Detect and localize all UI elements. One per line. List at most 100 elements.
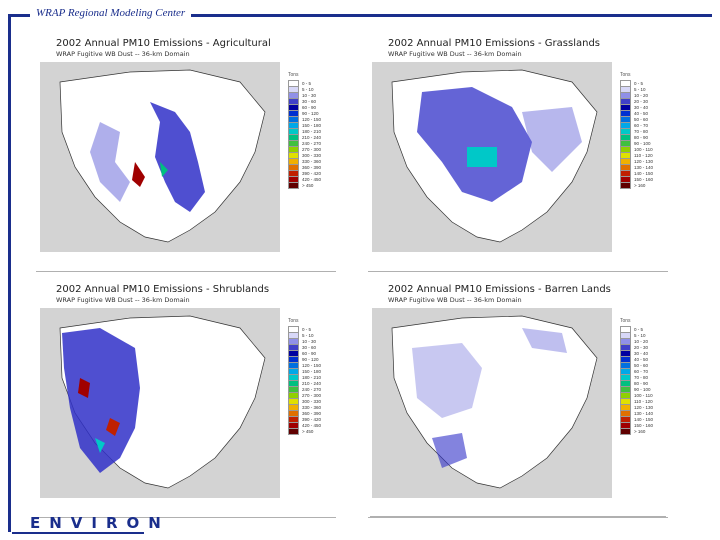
legend-label: 90 - 100 (634, 140, 651, 146)
legend-label: 180 - 210 (302, 374, 322, 380)
panel-title: 2002 Annual PM10 Emissions - Shrublands (56, 284, 270, 295)
bottom-divider (370, 516, 666, 517)
map-svg (59, 69, 266, 243)
legend-label: 40 - 50 (634, 110, 649, 116)
legend-label: 150 - 180 (302, 122, 322, 128)
legend-label: > 160 (634, 428, 646, 434)
legend-label: 150 - 160 (634, 176, 654, 182)
legend-label: 30 - 40 (634, 104, 649, 110)
legend-label: 120 - 130 (634, 404, 654, 410)
emission-region-south (432, 433, 467, 468)
legend-label: 20 - 30 (634, 344, 649, 350)
legend-label: 30 - 60 (302, 98, 317, 104)
legend-label: 80 - 90 (634, 134, 649, 140)
legend-label: 60 - 90 (302, 104, 317, 110)
legend-label: 70 - 80 (634, 374, 649, 380)
map-svg (391, 69, 598, 243)
legend-label: 390 - 420 (302, 170, 322, 176)
legend-label: 10 - 20 (634, 92, 649, 98)
legend-label: 270 - 300 (302, 146, 322, 152)
legend-label: 30 - 40 (634, 350, 649, 356)
logo-text: ENVIRON (30, 514, 170, 532)
legend-label: 390 - 420 (302, 416, 322, 422)
emission-hotspot (78, 378, 90, 398)
legend-row: > 450 (288, 427, 332, 435)
legend-label: 360 - 390 (302, 164, 322, 170)
legend-label: 60 - 90 (302, 350, 317, 356)
legend-label: > 450 (302, 182, 314, 188)
panel-title: 2002 Annual PM10 Emissions - Barren Land… (388, 284, 611, 295)
panel-subtitle: WRAP Fugitive WB Dust -- 36-km Domain (56, 50, 190, 58)
emission-hotspot-2 (106, 418, 120, 436)
legend-label: 210 - 240 (302, 380, 322, 386)
legend-label: 90 - 120 (302, 356, 319, 362)
legend-label: 270 - 300 (302, 392, 322, 398)
legend-label: 360 - 390 (302, 410, 322, 416)
legend-label: 90 - 100 (634, 386, 651, 392)
legend-label: 60 - 70 (634, 368, 649, 374)
legend-swatch (288, 181, 299, 189)
legend-label: 110 - 120 (634, 152, 653, 158)
emission-region-main (150, 102, 205, 212)
emission-hotspot (132, 162, 145, 187)
emission-map (372, 62, 612, 252)
legend-label: 420 - 450 (302, 422, 322, 428)
legend-label: 100 - 110 (634, 392, 653, 398)
legend-unit: Tons (288, 72, 299, 78)
legend-label: > 160 (634, 182, 646, 188)
emission-region-main (62, 328, 140, 473)
legend-label: 240 - 270 (302, 140, 322, 146)
legend-label: 120 - 150 (302, 362, 322, 368)
legend-label: 140 - 150 (634, 170, 654, 176)
legend-label: 140 - 150 (634, 416, 654, 422)
legend-label: 150 - 180 (302, 368, 322, 374)
legend-label: 60 - 70 (634, 122, 649, 128)
panel-title: 2002 Annual PM10 Emissions - Agricultura… (56, 38, 271, 49)
legend-swatch (288, 427, 299, 435)
legend-label: 240 - 270 (302, 386, 322, 392)
map-svg (391, 315, 598, 489)
legend-label: 330 - 360 (302, 404, 322, 410)
legend-swatch (620, 427, 631, 435)
legend-label: 130 - 140 (634, 410, 654, 416)
panel-shrublands: 2002 Annual PM10 Emissions - Shrublands … (36, 282, 336, 518)
legend-label: 210 - 240 (302, 134, 322, 140)
legend-label: 110 - 120 (634, 398, 653, 404)
legend-label: 30 - 60 (302, 344, 317, 350)
panel-grasslands: 2002 Annual PM10 Emissions - Grasslands … (368, 36, 668, 272)
legend-unit: Tons (620, 72, 631, 78)
frame-left-bar (8, 14, 11, 532)
emission-map (372, 308, 612, 498)
panel-subtitle: WRAP Fugitive WB Dust -- 36-km Domain (388, 50, 522, 58)
legend-label: 300 - 330 (302, 398, 322, 404)
legend-label: 330 - 360 (302, 158, 322, 164)
panel-subtitle: WRAP Fugitive WB Dust -- 36-km Domain (388, 296, 522, 304)
emission-region-east (522, 107, 582, 172)
legend-label: 80 - 90 (634, 380, 649, 386)
legend-label: 0 - 5 (634, 326, 644, 332)
legend-label: 10 - 30 (302, 338, 317, 344)
legend-swatch (620, 181, 631, 189)
legend-label: 150 - 160 (634, 422, 654, 428)
legend-label: 5 - 10 (634, 332, 646, 338)
emission-map (40, 62, 280, 252)
legend-label: 0 - 5 (634, 80, 644, 86)
legend-label: 50 - 60 (634, 362, 649, 368)
legend-label: 90 - 120 (302, 110, 319, 116)
legend-label: 0 - 5 (302, 326, 312, 332)
legend-label: 420 - 450 (302, 176, 322, 182)
legend-label: 70 - 80 (634, 128, 649, 134)
panel-barren-lands: 2002 Annual PM10 Emissions - Barren Land… (368, 282, 668, 518)
emission-map (40, 308, 280, 498)
legend-label: 20 - 30 (634, 98, 649, 104)
panel-agricultural: 2002 Annual PM10 Emissions - Agricultura… (36, 36, 336, 272)
legend-label: 0 - 5 (302, 80, 312, 86)
emission-region-west (90, 122, 130, 202)
legend-label: 40 - 50 (634, 356, 649, 362)
